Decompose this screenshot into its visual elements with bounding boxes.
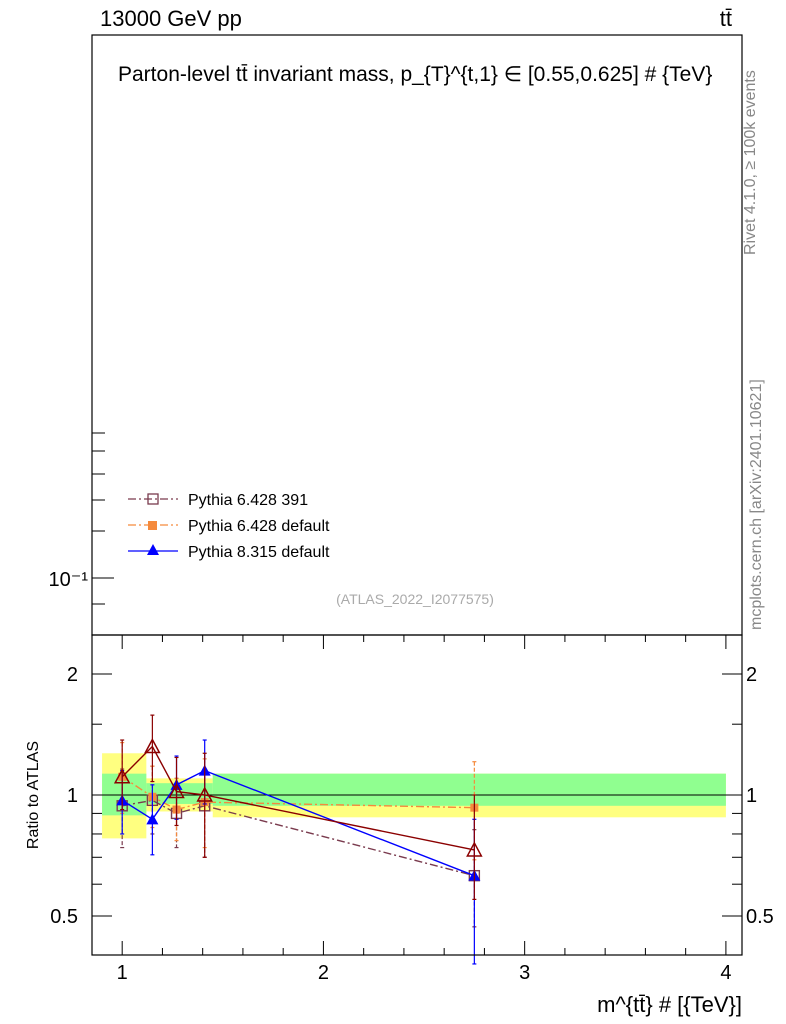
y-tick-label-right: 2 <box>746 664 757 686</box>
x-tick-label: 1 <box>117 962 128 984</box>
ratio-y-axis-label: Ratio to ATLAS <box>25 741 42 849</box>
x-tick-label: 2 <box>318 962 329 984</box>
stat-uncertainty-band <box>146 783 213 804</box>
y-tick-label-right: 1 <box>746 785 757 807</box>
legend-entry-pythia8-default: Pythia 8.315 default <box>128 544 330 561</box>
main-y-tick-label: 10⁻¹ <box>49 569 89 591</box>
y-tick-label-right: 0.5 <box>746 906 774 928</box>
x-axis-label: m^{tt̄} # [{TeV}] <box>597 992 742 1017</box>
legend-entry-pythia6-391: Pythia 6.428 391 <box>128 492 308 509</box>
main-y-minor-ticks <box>92 432 105 605</box>
data-point <box>146 813 159 825</box>
ratio-panel-frame <box>91 634 743 956</box>
process-label: tt̄ <box>719 6 732 31</box>
data-point <box>196 786 213 802</box>
analysis-watermark: (ATLAS_2022_I2077575) <box>336 591 494 607</box>
energy-label: 13000 GeV pp <box>100 6 242 31</box>
series-reference-mc-3 <box>113 714 483 900</box>
series-pythia-8-315-default <box>116 739 481 965</box>
x-tick-label: 3 <box>519 962 530 984</box>
legend: Pythia 6.428 391 Pythia 6.428 default Py… <box>128 492 330 561</box>
y-tick-label: 0.5 <box>50 906 78 928</box>
ratio-series <box>113 714 483 965</box>
data-point <box>144 737 161 754</box>
legend-label: Pythia 6.428 391 <box>188 492 308 509</box>
ratio-axes: 1 2 3 4 0.5 0.5 1 1 2 2 <box>50 634 774 984</box>
stat-uncertainty-band <box>212 773 726 806</box>
x-tick-label: 4 <box>720 962 731 984</box>
legend-label: Pythia 6.428 default <box>188 518 330 535</box>
data-point <box>168 782 185 799</box>
series-line <box>122 799 475 877</box>
series-line <box>121 776 475 811</box>
y-tick-label: 1 <box>67 785 78 807</box>
plot-title: Parton-level tt̄ invariant mass, p_{T}^{… <box>118 63 713 86</box>
reference-uncertainty-bands <box>102 753 726 839</box>
y-tick-label: 2 <box>67 664 78 686</box>
data-point <box>113 768 131 784</box>
legend-label: Pythia 8.315 default <box>188 544 330 561</box>
legend-entry-pythia6-default: Pythia 6.428 default <box>128 518 330 535</box>
data-point <box>466 841 483 857</box>
